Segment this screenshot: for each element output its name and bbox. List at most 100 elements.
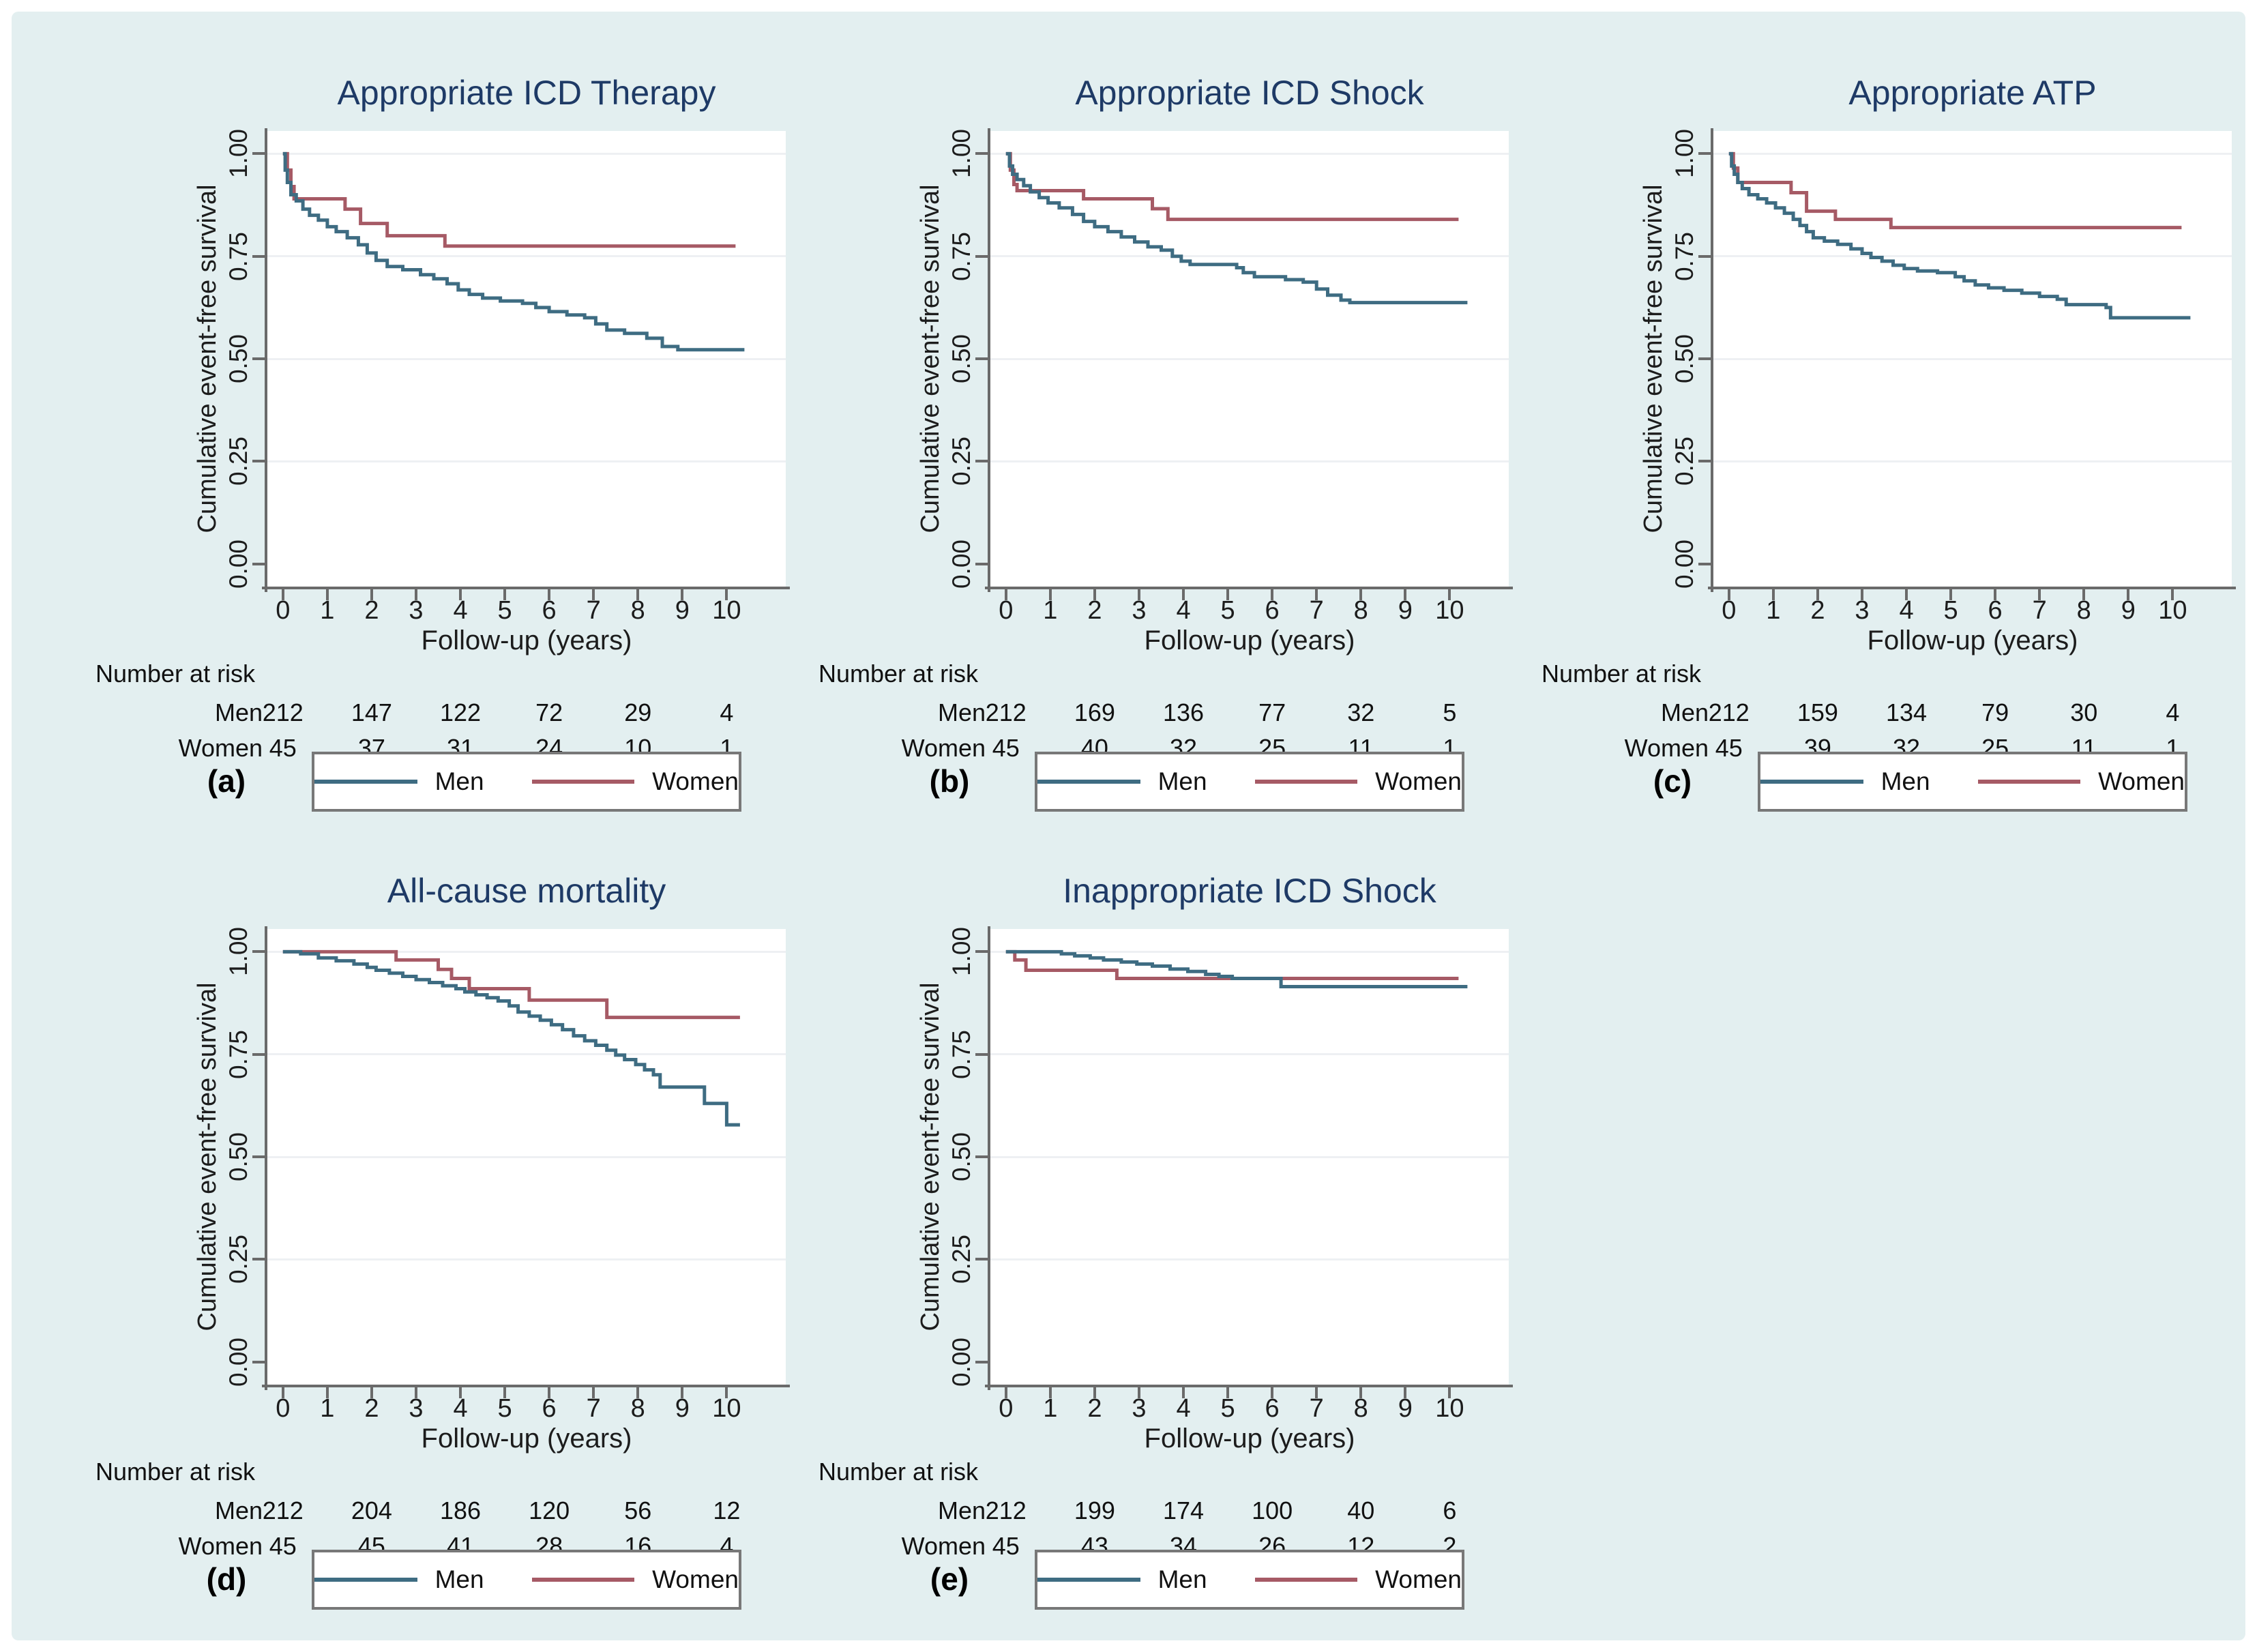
risk-value: 30 — [2070, 698, 2098, 726]
x-tick-label: 0 — [276, 1394, 291, 1423]
gridline — [990, 950, 1509, 953]
x-tick — [1771, 589, 1775, 600]
x-tick-label: 9 — [675, 596, 690, 625]
risk-row-label: Men — [214, 698, 263, 726]
men-curve — [282, 151, 745, 352]
y-tick-label: 0.00 — [947, 539, 975, 589]
x-tick — [1860, 589, 1863, 600]
women-curve — [1728, 151, 2182, 230]
y-tick-label: 0.00 — [224, 539, 252, 589]
survival-curves — [282, 949, 740, 1127]
y-axis-line — [988, 128, 990, 592]
legend-women-line — [531, 780, 635, 784]
x-tick-label: 8 — [2076, 596, 2091, 625]
x-tick — [1271, 1387, 1274, 1398]
y-tick — [975, 1360, 988, 1363]
x-tick — [1315, 1387, 1318, 1398]
x-tick — [1404, 589, 1407, 600]
gridline — [267, 357, 786, 360]
men-curve — [1728, 151, 2191, 320]
plot-area — [990, 131, 1509, 587]
gridline — [267, 255, 786, 258]
y-tick-label: 0.25 — [224, 1235, 252, 1284]
x-tick — [1004, 589, 1007, 600]
legend-men-label: Men — [1157, 767, 1207, 795]
x-tick — [1994, 589, 1997, 600]
risk-value: 100 — [1252, 1496, 1293, 1524]
y-tick — [1698, 562, 1711, 565]
x-axis-label: Follow-up (years) — [1144, 1424, 1355, 1454]
x-tick-label: 2 — [1087, 596, 1102, 625]
x-tick-label: 5 — [1220, 596, 1235, 625]
y-tick — [252, 1360, 265, 1363]
survival-curves — [1005, 151, 1468, 305]
risk-value: 136 — [1162, 698, 1205, 726]
risk-value: 159 — [1797, 698, 1838, 726]
risk-value: 4 — [720, 698, 734, 726]
gridline — [990, 357, 1509, 360]
x-tick — [459, 589, 462, 600]
survival-curves — [282, 151, 745, 352]
gridline — [990, 1053, 1509, 1056]
y-tick — [975, 562, 988, 565]
x-tick-label: 1 — [1766, 596, 1781, 625]
x-tick — [2171, 589, 2174, 600]
x-tick-label: 7 — [2032, 596, 2047, 625]
y-tick-label: 0.50 — [224, 1132, 252, 1182]
x-tick-label: 10 — [712, 1394, 741, 1423]
x-tick-label: 8 — [630, 596, 645, 625]
x-tick-label: 8 — [630, 1394, 645, 1423]
km-panel-b: Appropriate ICD Shock Cumulative event-f… — [786, 66, 1513, 830]
x-axis-line — [262, 587, 790, 589]
x-tick — [1093, 1387, 1096, 1398]
risk-value: 212 — [1708, 698, 1750, 726]
legend-box: Men Women — [1758, 752, 2187, 812]
risk-value: 120 — [529, 1496, 570, 1524]
x-tick — [1905, 589, 1908, 600]
risk-value: 29 — [624, 698, 652, 726]
plot-area — [267, 929, 786, 1385]
x-tick — [636, 1387, 640, 1398]
gridline — [990, 460, 1509, 462]
y-tick-label: 0.75 — [947, 231, 975, 281]
y-tick-label: 0.00 — [224, 1337, 252, 1387]
y-axis-line — [265, 128, 267, 592]
y-tick — [252, 460, 265, 463]
legend-women-label: Women — [652, 1565, 739, 1593]
y-axis-label: Cumulative event-free survival — [916, 184, 945, 533]
y-axis-line — [988, 926, 990, 1390]
y-tick — [1698, 460, 1711, 463]
legend-box: Men Women — [1035, 1550, 1464, 1610]
y-tick-label: 0.25 — [224, 437, 252, 486]
km-panel-d: All-cause mortality Cumulative event-fre… — [63, 864, 790, 1628]
y-tick — [252, 1258, 265, 1261]
risk-value: 147 — [351, 698, 392, 726]
y-tick-label: 0.75 — [947, 1029, 975, 1079]
legend-box: Men Women — [312, 752, 741, 812]
y-tick-label: 1.00 — [1670, 129, 1698, 179]
y-tick-label: 0.75 — [224, 1029, 252, 1079]
y-axis-line — [265, 926, 267, 1390]
x-tick-label: 3 — [409, 596, 424, 625]
y-tick-label: 1.00 — [947, 129, 975, 179]
x-tick-label: 1 — [320, 596, 335, 625]
x-tick — [1137, 589, 1140, 600]
x-tick — [459, 1387, 462, 1398]
y-tick — [252, 357, 265, 360]
gridline — [1713, 460, 2232, 462]
x-tick-label: 3 — [1132, 596, 1147, 625]
gridline — [1713, 255, 2232, 258]
x-tick — [681, 1387, 684, 1398]
risk-value: 77 — [1258, 698, 1286, 726]
x-tick-label: 2 — [364, 596, 379, 625]
women-curve — [282, 949, 740, 1020]
x-tick-label: 6 — [1988, 596, 2003, 625]
y-tick-label: 0.25 — [1670, 437, 1698, 486]
risk-value: 5 — [1443, 698, 1457, 726]
panel-letter: (e) — [930, 1561, 969, 1597]
y-tick-label: 0.50 — [224, 334, 252, 384]
x-tick-label: 2 — [364, 1394, 379, 1423]
x-tick — [370, 589, 373, 600]
y-tick-label: 0.75 — [1670, 231, 1698, 281]
